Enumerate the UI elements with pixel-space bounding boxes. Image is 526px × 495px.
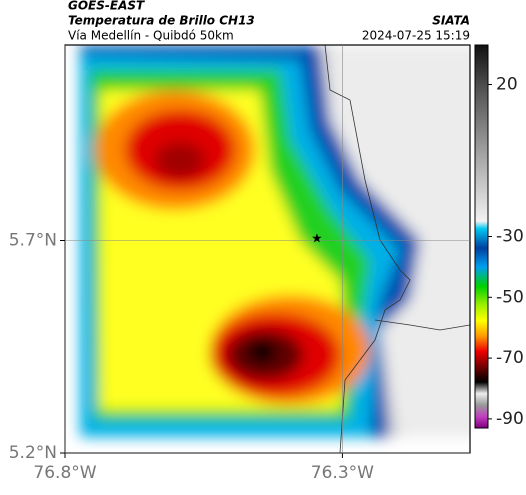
imagery: [65, 45, 470, 453]
colorbar-label: -70: [496, 348, 524, 368]
title: GOES-EAST: [68, 0, 145, 13]
x-tick-label: 76.8°W: [33, 463, 96, 483]
location: Vía Medellín - Quibdó 50km: [68, 29, 234, 43]
y-tick-label: 5.2°N: [9, 443, 57, 463]
colorbar-label: -30: [496, 227, 524, 247]
y-tick-label: 5.7°N: [9, 231, 57, 251]
x-tick-label: 76.3°W: [311, 463, 374, 483]
subtitle: Temperatura de Brillo CH13: [68, 14, 255, 28]
source: SIATA: [432, 14, 470, 28]
colorbar-label: 20: [496, 75, 518, 95]
colorbar-label: -50: [496, 287, 524, 307]
colorbar: [474, 44, 489, 429]
colorbar-label: -90: [496, 409, 524, 429]
datetime: 2024-07-25 15:19: [362, 29, 470, 43]
station-marker: [312, 233, 322, 243]
